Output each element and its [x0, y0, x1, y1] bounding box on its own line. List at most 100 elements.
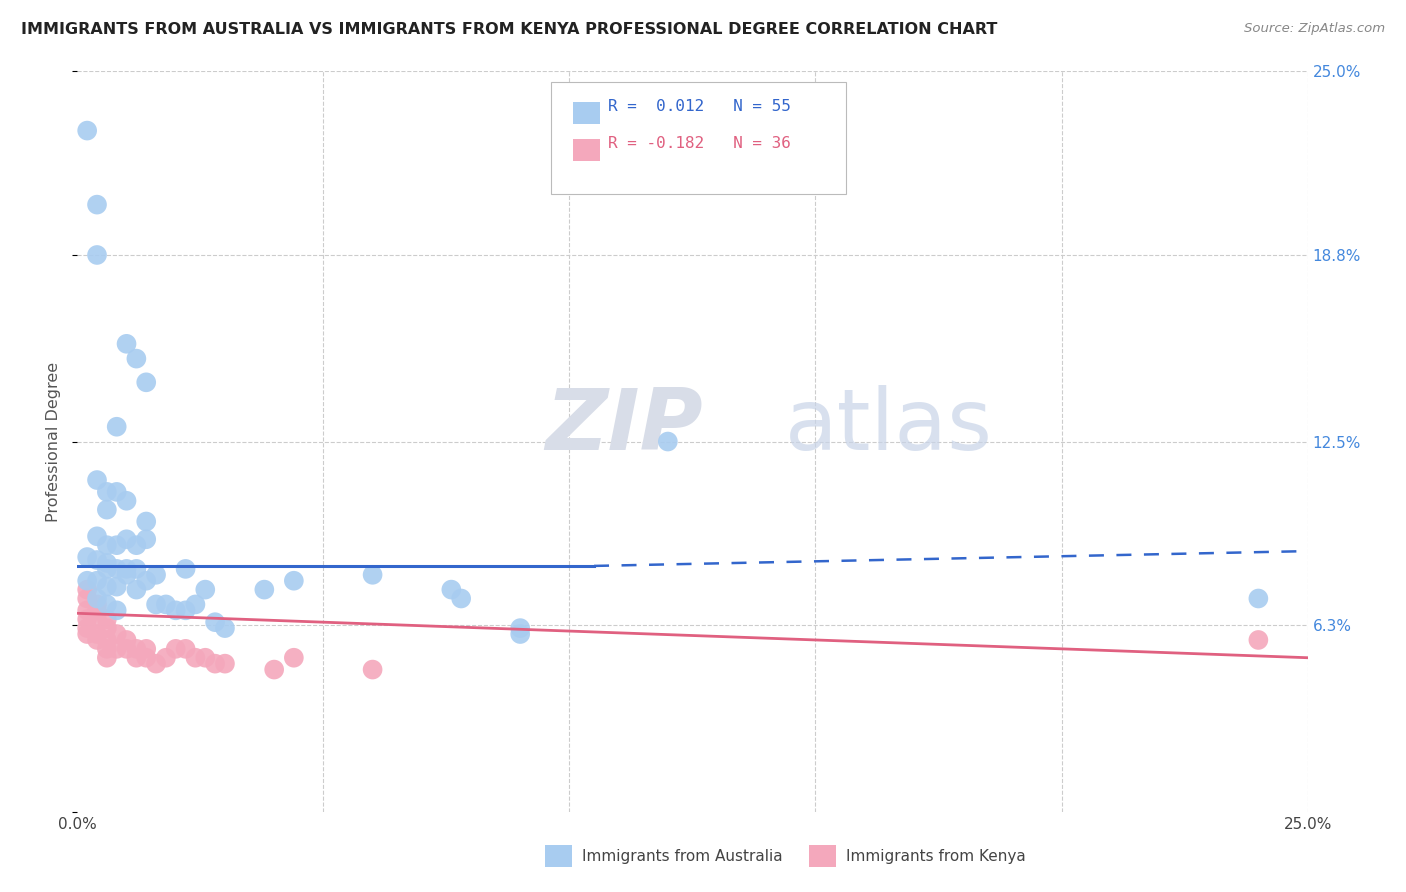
Point [204, 657, 226, 671]
Point [184, 598, 207, 612]
Point [96, 502, 118, 516]
Text: IMMIGRANTS FROM AUSTRALIA VS IMMIGRANTS FROM KENYA PROFESSIONAL DEGREE CORRELATI: IMMIGRANTS FROM AUSTRALIA VS IMMIGRANTS … [21, 22, 997, 37]
Point [76, 574, 98, 588]
Point [1247, 632, 1270, 647]
Point [105, 603, 128, 617]
Point [105, 419, 128, 434]
Point [145, 567, 167, 582]
Text: R =  0.012   N = 55: R = 0.012 N = 55 [607, 99, 790, 113]
Point [115, 632, 138, 647]
Point [440, 582, 463, 597]
Point [96, 598, 118, 612]
Point [204, 615, 226, 630]
Point [96, 580, 118, 594]
Point [76, 591, 98, 606]
Point [125, 351, 148, 366]
Text: Source: ZipAtlas.com: Source: ZipAtlas.com [1244, 22, 1385, 36]
Point [86, 598, 108, 612]
Point [125, 650, 148, 665]
Text: Immigrants from Kenya: Immigrants from Kenya [846, 848, 1026, 863]
Point [1247, 591, 1270, 606]
FancyBboxPatch shape [574, 102, 600, 124]
FancyBboxPatch shape [546, 845, 572, 867]
Point [115, 493, 138, 508]
Point [96, 556, 118, 570]
Point [105, 484, 128, 499]
Point [76, 123, 98, 137]
Point [214, 621, 236, 635]
Point [361, 567, 384, 582]
Point [96, 632, 118, 647]
Point [86, 603, 108, 617]
Point [165, 641, 187, 656]
FancyBboxPatch shape [551, 82, 846, 194]
Point [105, 627, 128, 641]
Point [76, 621, 98, 635]
Point [96, 641, 118, 656]
Point [115, 562, 138, 576]
Point [135, 574, 157, 588]
Y-axis label: Professional Degree: Professional Degree [46, 361, 62, 522]
FancyBboxPatch shape [810, 845, 837, 867]
Point [115, 336, 138, 351]
Point [76, 582, 98, 597]
Point [86, 612, 108, 626]
Point [76, 603, 98, 617]
Point [125, 641, 148, 656]
Point [361, 663, 384, 677]
Point [96, 650, 118, 665]
Point [174, 641, 197, 656]
Point [125, 562, 148, 576]
Point [105, 538, 128, 552]
Point [283, 574, 305, 588]
Point [96, 621, 118, 635]
Point [657, 434, 679, 449]
Point [115, 567, 138, 582]
Point [214, 657, 236, 671]
Point [86, 473, 108, 487]
Point [86, 632, 108, 647]
Point [194, 582, 217, 597]
Point [76, 612, 98, 626]
Text: ZIP: ZIP [546, 385, 703, 468]
Point [86, 627, 108, 641]
Point [194, 650, 217, 665]
Point [86, 248, 108, 262]
Point [105, 562, 128, 576]
Point [86, 197, 108, 211]
Point [509, 627, 531, 641]
Point [96, 562, 118, 576]
Text: Immigrants from Australia: Immigrants from Australia [582, 848, 782, 863]
Point [135, 533, 157, 547]
Point [115, 533, 138, 547]
Point [263, 663, 285, 677]
Point [174, 603, 197, 617]
Text: R = -0.182   N = 36: R = -0.182 N = 36 [607, 136, 790, 151]
FancyBboxPatch shape [574, 139, 600, 161]
Point [86, 553, 108, 567]
Point [86, 529, 108, 543]
Point [76, 549, 98, 564]
Point [115, 641, 138, 656]
Point [86, 591, 108, 606]
Point [253, 582, 276, 597]
Point [125, 582, 148, 597]
Point [86, 574, 108, 588]
Point [155, 598, 177, 612]
Point [145, 598, 167, 612]
Point [96, 484, 118, 499]
Point [450, 591, 472, 606]
Point [96, 538, 118, 552]
Point [125, 538, 148, 552]
Point [283, 650, 305, 665]
Point [105, 641, 128, 656]
Point [135, 515, 157, 529]
Point [184, 650, 207, 665]
Point [96, 612, 118, 626]
Point [135, 376, 157, 390]
Point [105, 580, 128, 594]
Point [145, 657, 167, 671]
Point [135, 641, 157, 656]
Point [509, 621, 531, 635]
Point [174, 562, 197, 576]
